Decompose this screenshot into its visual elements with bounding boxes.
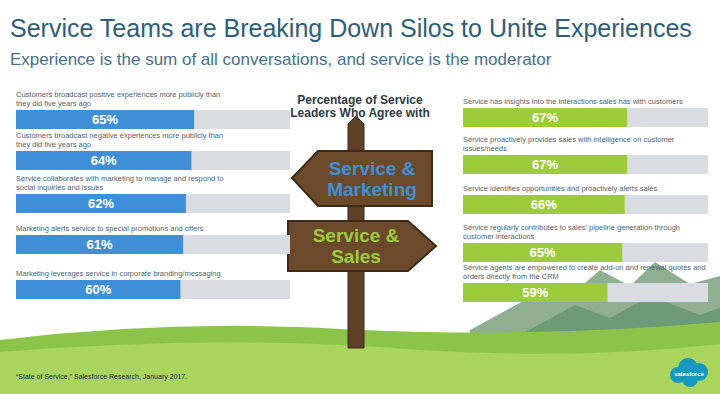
- text-line: Marketing alerts service to special prom…: [16, 224, 204, 233]
- range-track: [463, 195, 708, 214]
- data-label: 64%: [91, 153, 117, 168]
- text-line: they did five years ago: [16, 140, 91, 149]
- text-line: Customers broadcast negative experiences…: [16, 131, 223, 140]
- range-track: [463, 108, 708, 127]
- range-track: [16, 194, 290, 213]
- text-line: Marketing: [327, 179, 417, 200]
- bar: [463, 243, 622, 262]
- data-label: 67%: [532, 110, 558, 125]
- bar: [463, 283, 608, 302]
- data-label: 66%: [531, 197, 557, 212]
- sign-right: [288, 221, 436, 271]
- text-line: Sales: [331, 246, 381, 267]
- text-line: issues/needs: [463, 144, 507, 153]
- infographic: Service Teams are Breaking Down Silos to…: [0, 0, 720, 394]
- data-label: 59%: [522, 285, 548, 300]
- bar: [463, 155, 627, 174]
- range-track: [16, 110, 290, 129]
- logo-text: salesforce: [674, 371, 704, 377]
- source: “State of Service,” Salesforce Research,…: [16, 373, 187, 381]
- text-line: Service proactively provides sales with …: [463, 135, 675, 144]
- sign-left: [292, 151, 432, 206]
- logo: salesforce: [670, 358, 708, 387]
- bar: [463, 108, 627, 127]
- center-title: Percentage of ServiceLeaders Who Agree w…: [290, 93, 430, 120]
- range-track: [16, 280, 290, 299]
- range-track: [16, 151, 290, 170]
- bar-chart: 65% 64% 62% 61% 60% Customers broadcast posit…: [16, 90, 290, 299]
- text-line: Service collaborates with marketing to m…: [16, 174, 224, 183]
- bar: [16, 151, 191, 170]
- category-label: Marketing alerts service to special prom…: [16, 224, 204, 233]
- sign-title: Service &Marketing: [327, 158, 417, 200]
- data-label: 61%: [87, 237, 113, 252]
- category-label: Service agents are empowered to create a…: [463, 263, 706, 281]
- bar: [16, 235, 183, 254]
- text-line: customer interactions: [463, 232, 535, 241]
- text-line: orders directly from the CRM: [463, 272, 559, 281]
- data-label: 65%: [530, 245, 556, 260]
- range-track: [463, 155, 708, 174]
- category-label: Service has insights into the interactio…: [463, 97, 683, 106]
- bar: [16, 280, 180, 299]
- range-track: [463, 243, 708, 262]
- text-line: Service &: [313, 225, 400, 246]
- bar-chart: 67% 67% 66% 65% 59% Service has insights into…: [463, 97, 708, 302]
- subtitle: Experience is the sum of all conversatio…: [10, 50, 552, 69]
- text-line: Service agents are empowered to create a…: [463, 263, 706, 272]
- data-label: 60%: [85, 282, 111, 297]
- hill-front: [0, 342, 720, 394]
- bar: [463, 195, 625, 214]
- signpost: [288, 116, 436, 348]
- text-line: social inquiries and issues: [16, 183, 103, 192]
- text-line: Service &: [329, 158, 416, 179]
- category-label: Customers broadcast negative experiences…: [16, 131, 223, 149]
- bar: [16, 194, 186, 213]
- text-line: Service regularly contributes to sales' …: [463, 223, 680, 232]
- title: Service Teams are Breaking Down Silos to…: [10, 14, 692, 42]
- category-label: Service identifies opportunities and pro…: [463, 184, 658, 193]
- text-line: Leaders Who Agree with: [290, 106, 430, 120]
- category-label: Service regularly contributes to sales' …: [463, 223, 680, 241]
- text-line: Service has insights into the interactio…: [463, 97, 683, 106]
- data-label: 67%: [532, 157, 558, 172]
- category-label: Customers broadcast positive experiences…: [16, 90, 220, 108]
- range-track: [16, 235, 290, 254]
- category-label: Marketing leverages service in corporate…: [16, 269, 221, 278]
- text-line: Service identifies opportunities and pro…: [463, 184, 658, 193]
- data-label: 65%: [92, 112, 118, 127]
- text-line: Customers broadcast positive experiences…: [16, 90, 220, 99]
- data-label: 62%: [88, 196, 114, 211]
- category-label: Service proactively provides sales with …: [463, 135, 675, 153]
- sign-title: Service &Sales: [313, 225, 400, 267]
- text-line: they did five years ago: [16, 99, 91, 108]
- text-line: Marketing leverages service in corporate…: [16, 269, 221, 278]
- category-label: Service collaborates with marketing to m…: [16, 174, 224, 192]
- text-line: Percentage of Service: [297, 93, 423, 107]
- bar: [16, 110, 194, 129]
- range-track: [463, 283, 708, 302]
